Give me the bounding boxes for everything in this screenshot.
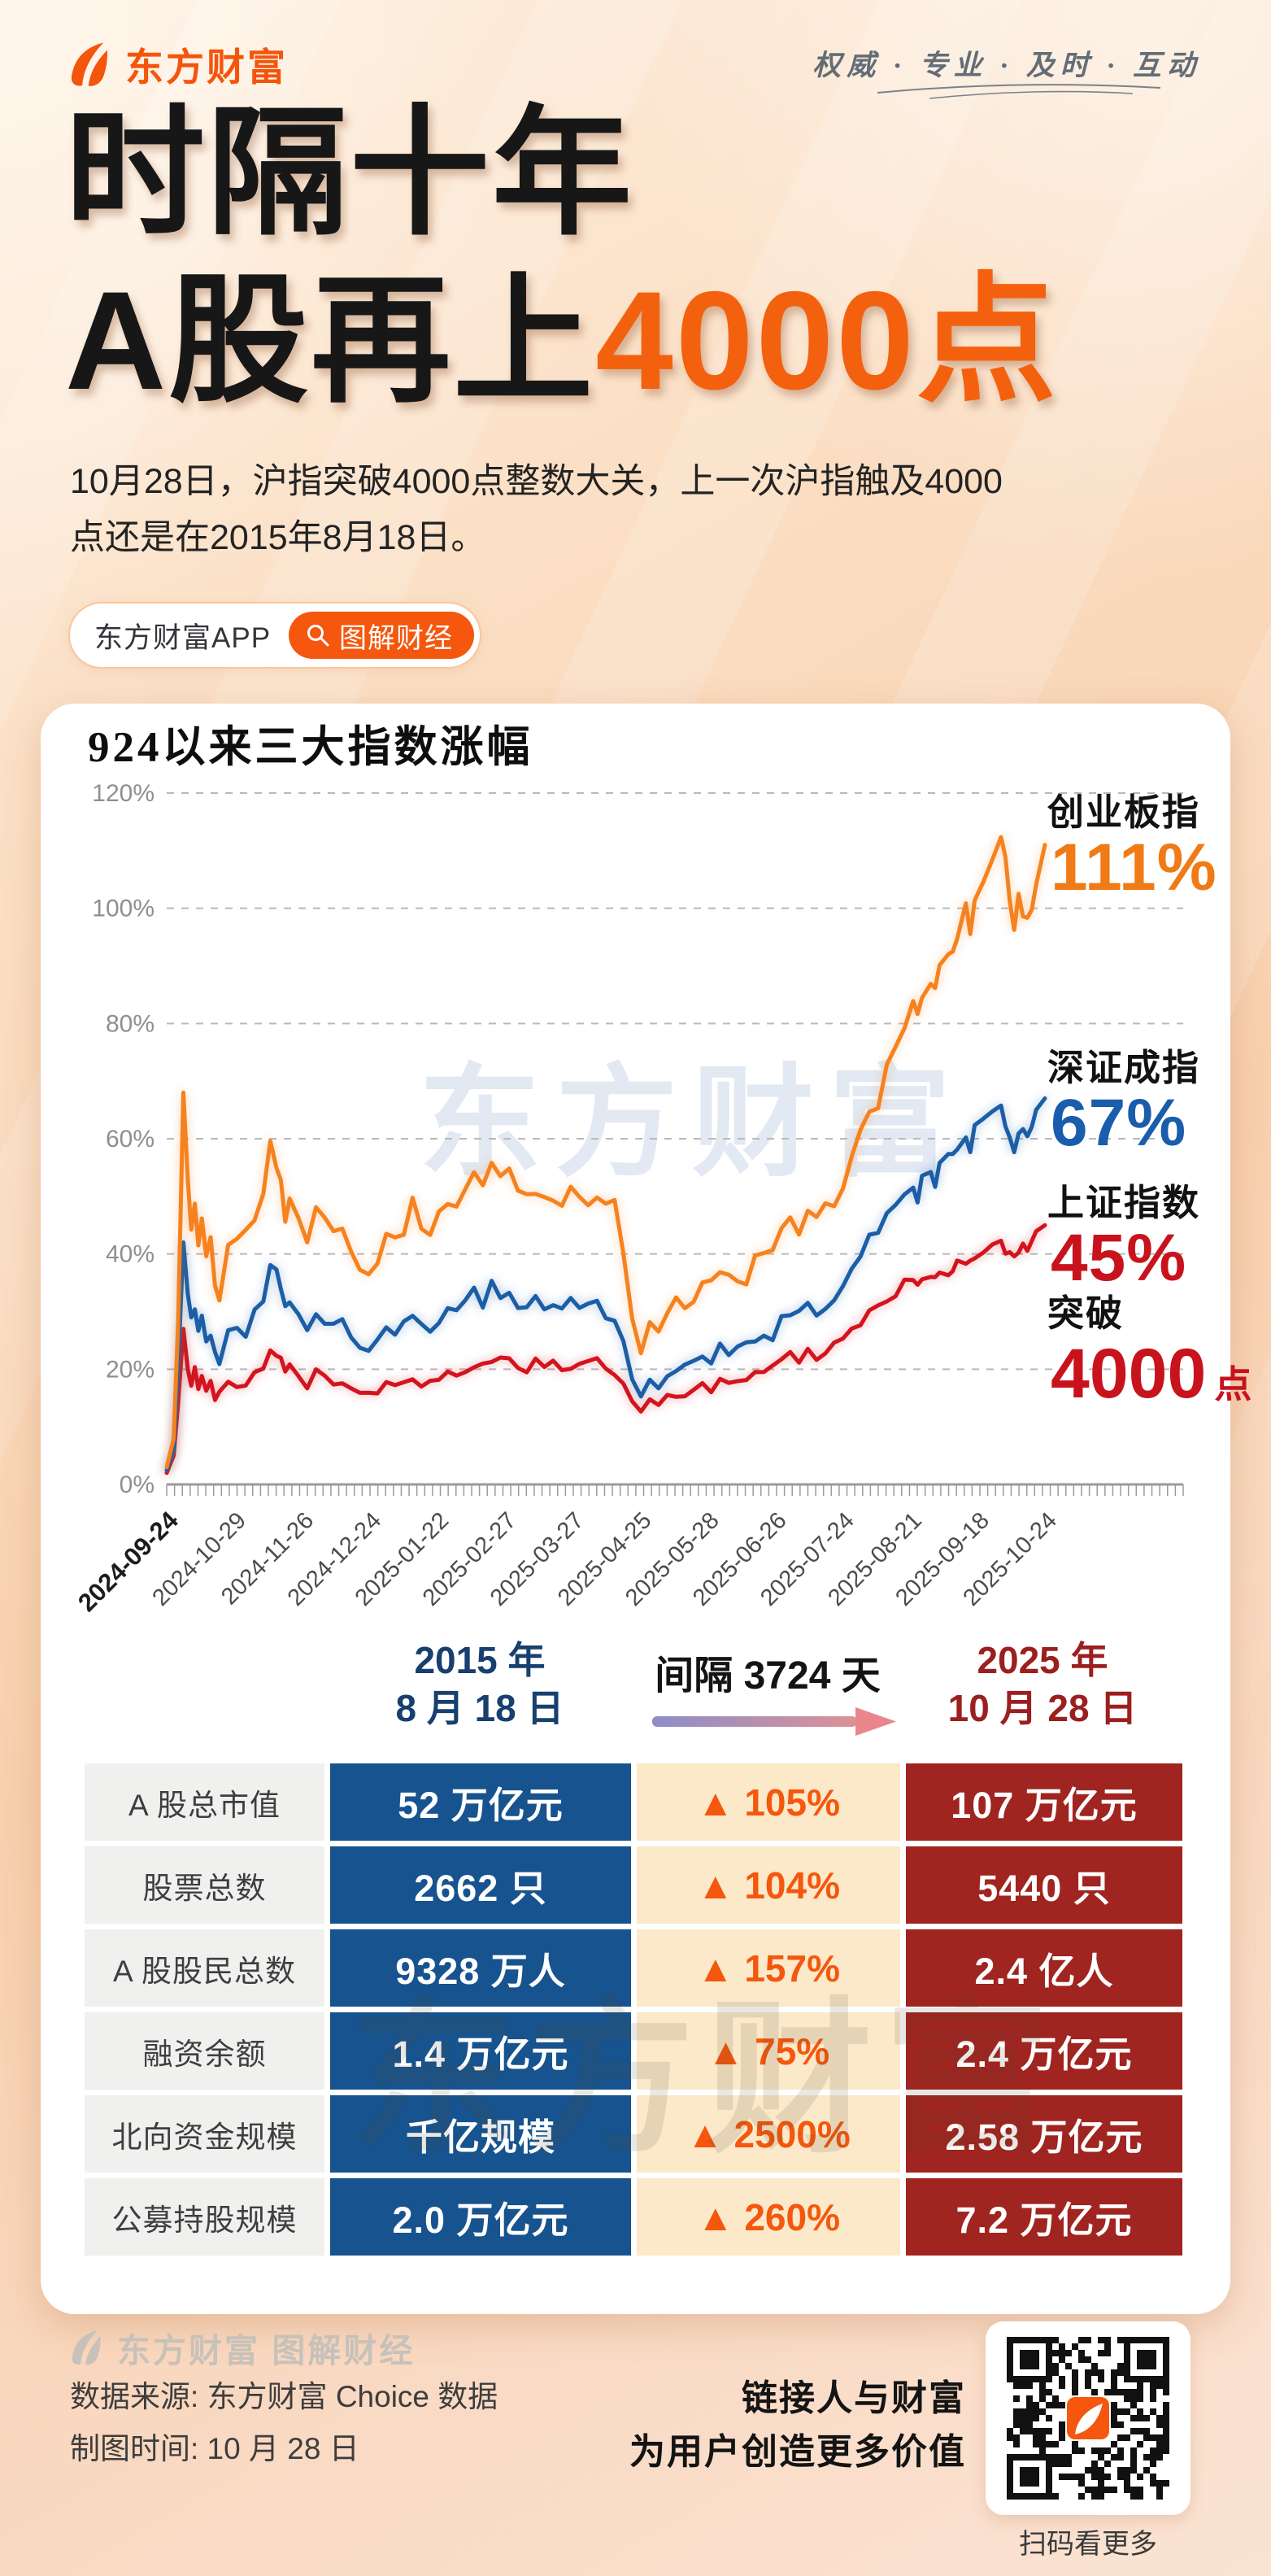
breakthrough-value: 4000 点 (1051, 1335, 1252, 1413)
tagline-underline-flourish (877, 84, 1161, 99)
footer-slogan-line2: 为用户创造更多价值 (629, 2432, 966, 2472)
footer-slogan: 链接人与财富 为用户创造更多价值 (629, 2372, 966, 2479)
table-cell-value-2025: 2.4 亿人 (906, 1929, 1182, 2007)
qr-code-card (986, 2321, 1190, 2515)
search-icon (307, 625, 329, 647)
table-cell-value-2025: 2.4 万亿元 (906, 2012, 1182, 2090)
table-cell-change-pct: ▲ 2500% (637, 2095, 900, 2173)
chart-made-date: 制图时间: 10 月 28 日 (70, 2432, 359, 2465)
app-tag-label: 东方财富APP (94, 621, 272, 654)
table-cell-change-pct: ▲ 260% (637, 2178, 900, 2256)
page-title-line2-black: A股再上 (65, 263, 596, 420)
legend-chinext-value: 111% (1051, 830, 1217, 904)
table-cell-value-2015: 1.4 万亿元 (330, 2012, 631, 2090)
table-cell-row-label: 融资余额 (85, 2012, 324, 2090)
footer-slogan-line1: 链接人与财富 (742, 2378, 966, 2418)
chart-title: 924以来三大指数涨幅 (88, 724, 533, 771)
table-cell-value-2025: 7.2 万亿元 (906, 2178, 1182, 2256)
brand-tagline: 权威 · 专业 · 及时 · 互动 (812, 50, 1201, 81)
table-cell-value-2025: 5440 只 (906, 1846, 1182, 1924)
legend-szse-name: 深证成指 (1047, 1047, 1201, 1088)
qr-caption: 扫码看更多 (1019, 2529, 1157, 2560)
comparison-table: A 股总市值 52 万亿元 ▲ 105% 107 万亿元股票总数 2662 只 ▲ 104… (85, 1763, 1182, 2256)
app-tag-pill[interactable]: 东方财富APP 图解财经 (68, 602, 482, 669)
table-cell-row-label: 股票总数 (85, 1846, 324, 1924)
table-cell-row-label: A 股总市值 (85, 1763, 324, 1841)
table-cell-change-pct: ▲ 104% (637, 1846, 900, 1924)
legend-sse-name: 上证指数 (1047, 1182, 1201, 1223)
page-title-line2: A股再上4000点 (65, 257, 1059, 425)
intro-paragraph: 10月28日，沪指突破4000点整数大关，上一次沪指触及4000 点还是在201… (70, 462, 1003, 557)
interval-arrow-icon (652, 1707, 896, 1736)
data-source-note: 数据来源: 东方财富 Choice 数据 (70, 2380, 498, 2413)
table-cell-value-2015: 2662 只 (330, 1846, 631, 1924)
footer-brand-logo-icon (72, 2330, 101, 2365)
legend-chinext-name: 创业板指 (1047, 791, 1201, 833)
table-cell-row-label: 公募持股规模 (85, 2178, 324, 2256)
table-cell-value-2025: 107 万亿元 (906, 1763, 1182, 1841)
breakthrough-label: 突破 (1047, 1292, 1125, 1334)
footer-brand: 东方财富 图解财经 (68, 2323, 415, 2372)
brand-logo-icon (71, 41, 107, 86)
brand: 东方财富 (67, 36, 288, 92)
table-cell-value-2025: 2.58 万亿元 (906, 2095, 1182, 2173)
table-cell-row-label: 北向资金规模 (85, 2095, 324, 2173)
series-tag-label: 图解财经 (339, 622, 454, 654)
page-title-line1: 时隔十年 (65, 95, 634, 251)
table-cell-row-label: A 股股民总数 (85, 1929, 324, 2007)
footer-brand-line: 东方财富 图解财经 (117, 2332, 416, 2369)
table-cell-value-2015: 9328 万人 (330, 1929, 631, 2007)
table-cell-value-2015: 2.0 万亿元 (330, 2178, 631, 2256)
qr-code (1007, 2337, 1169, 2500)
series-tag-button[interactable]: 图解财经 (289, 612, 475, 659)
brand-name: 东方财富 (125, 46, 288, 89)
page-title-line2-accent: 4000点 (595, 263, 1059, 420)
table-cell-value-2015: 52 万亿元 (330, 1763, 631, 1841)
table-cell-change-pct: ▲ 157% (637, 1929, 900, 2007)
table-cell-value-2015: 千亿规模 (330, 2095, 631, 2173)
page-title: 时隔十年 A股再上4000点 (65, 89, 1059, 425)
legend-sse-value: 45% (1051, 1221, 1187, 1295)
legend-szse-value: 67% (1051, 1086, 1187, 1160)
table-cell-change-pct: ▲ 105% (637, 1763, 900, 1841)
compare-interval: 间隔 3724 天 (655, 1654, 881, 1698)
table-cell-change-pct: ▲ 75% (637, 2012, 900, 2090)
compare-date-2025: 2025 年 10 月 28 日 (947, 1639, 1138, 1729)
